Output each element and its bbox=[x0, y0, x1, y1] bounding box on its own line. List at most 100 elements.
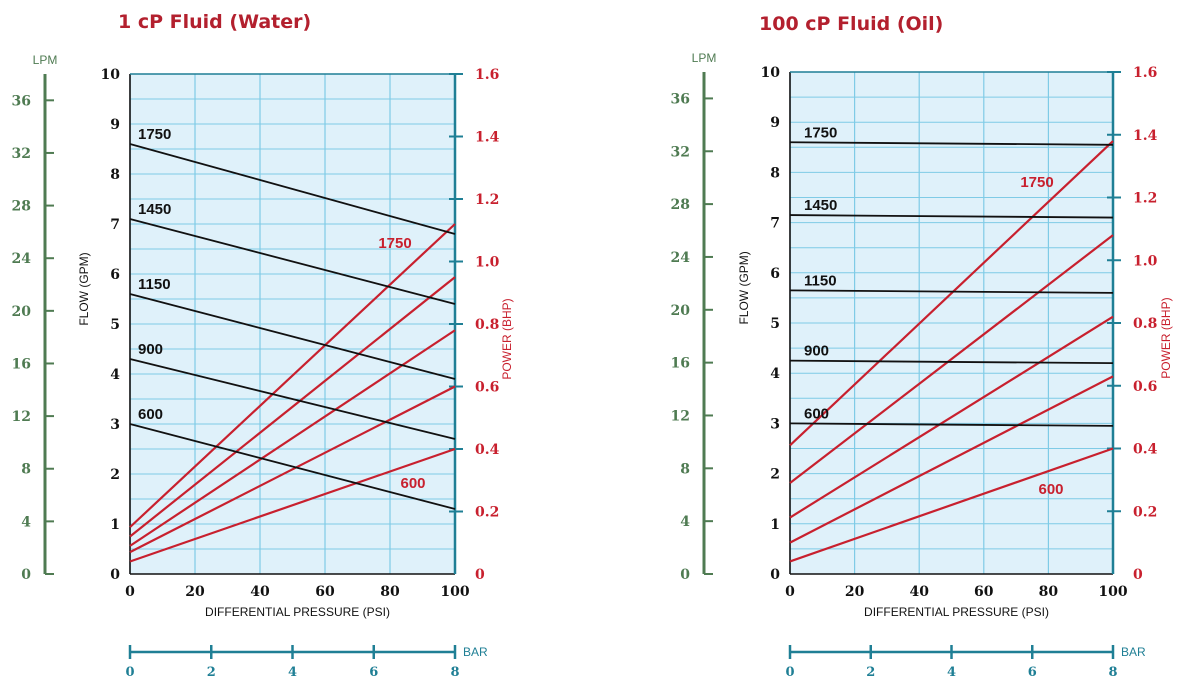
flow-tick-label: 3 bbox=[770, 416, 780, 432]
flow-axis-label: FLOW (GPM) bbox=[737, 251, 751, 324]
power-line-1450 bbox=[789, 234, 1114, 484]
flow-line-1450 bbox=[129, 218, 456, 305]
bar-tick-label: 8 bbox=[1108, 665, 1117, 680]
power-tick-label: 0.4 bbox=[1133, 442, 1158, 458]
flow-tick-label: 6 bbox=[770, 266, 780, 282]
pressure-tick-label: 60 bbox=[315, 584, 335, 600]
flow-line-1450 bbox=[789, 214, 1114, 219]
flow-line-900 bbox=[129, 358, 456, 440]
power-axis-label: POWER (BHP) bbox=[1159, 297, 1173, 378]
flow-tick-label: 9 bbox=[770, 115, 780, 131]
flow-line-1150 bbox=[789, 289, 1114, 294]
flow-line-label: 1150 bbox=[138, 276, 171, 293]
power-tick-label: 0.4 bbox=[475, 442, 500, 458]
power-line-1450 bbox=[129, 276, 456, 538]
power-line-1750 bbox=[129, 223, 456, 528]
bar-tick-label: 0 bbox=[125, 665, 134, 680]
power-tick-label: 0 bbox=[475, 567, 485, 583]
flow-line-label: 1750 bbox=[138, 126, 171, 143]
pressure-tick-label: 0 bbox=[125, 584, 135, 600]
flow-tick-label: 0 bbox=[770, 567, 780, 583]
power-tick-label: 1.6 bbox=[1133, 65, 1157, 81]
lpm-tick-label: 28 bbox=[12, 199, 31, 215]
flow-line-900 bbox=[789, 359, 1114, 365]
power-tick-label: 1.2 bbox=[1133, 191, 1157, 207]
power-tick-label: 1.0 bbox=[475, 255, 500, 271]
lpm-tick-label: 0 bbox=[680, 567, 690, 583]
power-line-label: 600 bbox=[1038, 481, 1063, 498]
flow-tick-label: 7 bbox=[770, 216, 780, 232]
flow-tick-label: 5 bbox=[110, 317, 120, 333]
flow-tick-label: 1 bbox=[770, 517, 780, 533]
power-tick-label: 0.6 bbox=[1133, 379, 1157, 395]
flow-tick-label: 2 bbox=[110, 467, 120, 483]
power-line-600 bbox=[129, 447, 456, 563]
flow-tick-label: 8 bbox=[110, 167, 120, 183]
power-tick-label: 1.2 bbox=[475, 192, 499, 208]
lpm-tick-label: 36 bbox=[12, 93, 31, 109]
flow-tick-label: 10 bbox=[761, 65, 781, 81]
flow-line-label: 600 bbox=[138, 406, 163, 423]
lpm-tick-label: 24 bbox=[671, 250, 691, 266]
pressure-tick-label: 80 bbox=[380, 584, 400, 600]
chart-title: 100 cP Fluid (Oil) bbox=[759, 13, 943, 35]
flow-line-label: 1450 bbox=[138, 201, 171, 218]
power-tick-label: 1.0 bbox=[1133, 253, 1158, 269]
flow-line-label: 1450 bbox=[804, 197, 837, 214]
power-tick-label: 0.8 bbox=[1133, 316, 1157, 332]
power-tick-label: 0.2 bbox=[475, 505, 499, 521]
flow-tick-label: 2 bbox=[770, 467, 780, 483]
lpm-tick-label: 20 bbox=[12, 304, 32, 320]
flow-line-label: 900 bbox=[804, 343, 829, 360]
bar-tick-label: 4 bbox=[947, 665, 956, 680]
lpm-tick-label: 36 bbox=[671, 91, 690, 107]
bar-tick-label: 8 bbox=[450, 665, 459, 680]
power-tick-label: 1.4 bbox=[1133, 128, 1158, 144]
bar-tick-label: 2 bbox=[866, 665, 875, 680]
power-line-600 bbox=[789, 447, 1114, 563]
flow-tick-label: 1 bbox=[110, 517, 120, 533]
lpm-axis-label: LPM bbox=[692, 51, 717, 65]
flow-line-1750 bbox=[789, 141, 1114, 146]
flow-tick-label: 4 bbox=[110, 367, 120, 383]
lpm-tick-label: 12 bbox=[12, 409, 31, 425]
flow-tick-label: 7 bbox=[110, 217, 120, 233]
bar-tick-label: 6 bbox=[369, 665, 378, 680]
flow-line-label: 1750 bbox=[804, 124, 837, 141]
lpm-tick-label: 4 bbox=[680, 514, 690, 530]
pressure-axis-label: DIFFERENTIAL PRESSURE (PSI) bbox=[864, 605, 1049, 619]
pressure-tick-label: 60 bbox=[974, 584, 994, 600]
flow-tick-label: 0 bbox=[110, 567, 120, 583]
flow-tick-label: 3 bbox=[110, 417, 120, 433]
lpm-tick-label: 16 bbox=[671, 356, 690, 372]
power-line-900 bbox=[129, 385, 456, 554]
bar-tick-label: 0 bbox=[785, 665, 794, 680]
power-tick-label: 0.2 bbox=[1133, 504, 1157, 520]
power-line-1150 bbox=[129, 329, 456, 547]
power-line-1150 bbox=[789, 315, 1114, 519]
lpm-tick-label: 8 bbox=[21, 462, 31, 478]
lpm-tick-label: 12 bbox=[671, 408, 690, 424]
power-tick-label: 0.6 bbox=[475, 380, 499, 396]
bar-tick-label: 4 bbox=[288, 665, 297, 680]
pressure-tick-label: 20 bbox=[845, 584, 865, 600]
power-tick-label: 1.4 bbox=[475, 130, 500, 146]
flow-tick-label: 9 bbox=[110, 117, 120, 133]
power-axis-label: POWER (BHP) bbox=[500, 298, 514, 379]
pressure-axis-label: DIFFERENTIAL PRESSURE (PSI) bbox=[205, 605, 390, 619]
lpm-axis-label: LPM bbox=[33, 53, 58, 67]
bar-tick-label: 2 bbox=[207, 665, 216, 680]
lpm-tick-label: 20 bbox=[671, 303, 691, 319]
flow-line-label: 900 bbox=[138, 341, 163, 358]
bar-tick-label: 6 bbox=[1028, 665, 1037, 680]
flow-tick-label: 6 bbox=[110, 267, 120, 283]
lpm-tick-label: 28 bbox=[671, 197, 690, 213]
lpm-tick-label: 8 bbox=[680, 461, 690, 477]
flow-tick-label: 10 bbox=[101, 67, 121, 83]
flow-line-600 bbox=[789, 422, 1114, 427]
pressure-tick-label: 40 bbox=[909, 584, 929, 600]
flow-tick-label: 8 bbox=[770, 165, 780, 181]
